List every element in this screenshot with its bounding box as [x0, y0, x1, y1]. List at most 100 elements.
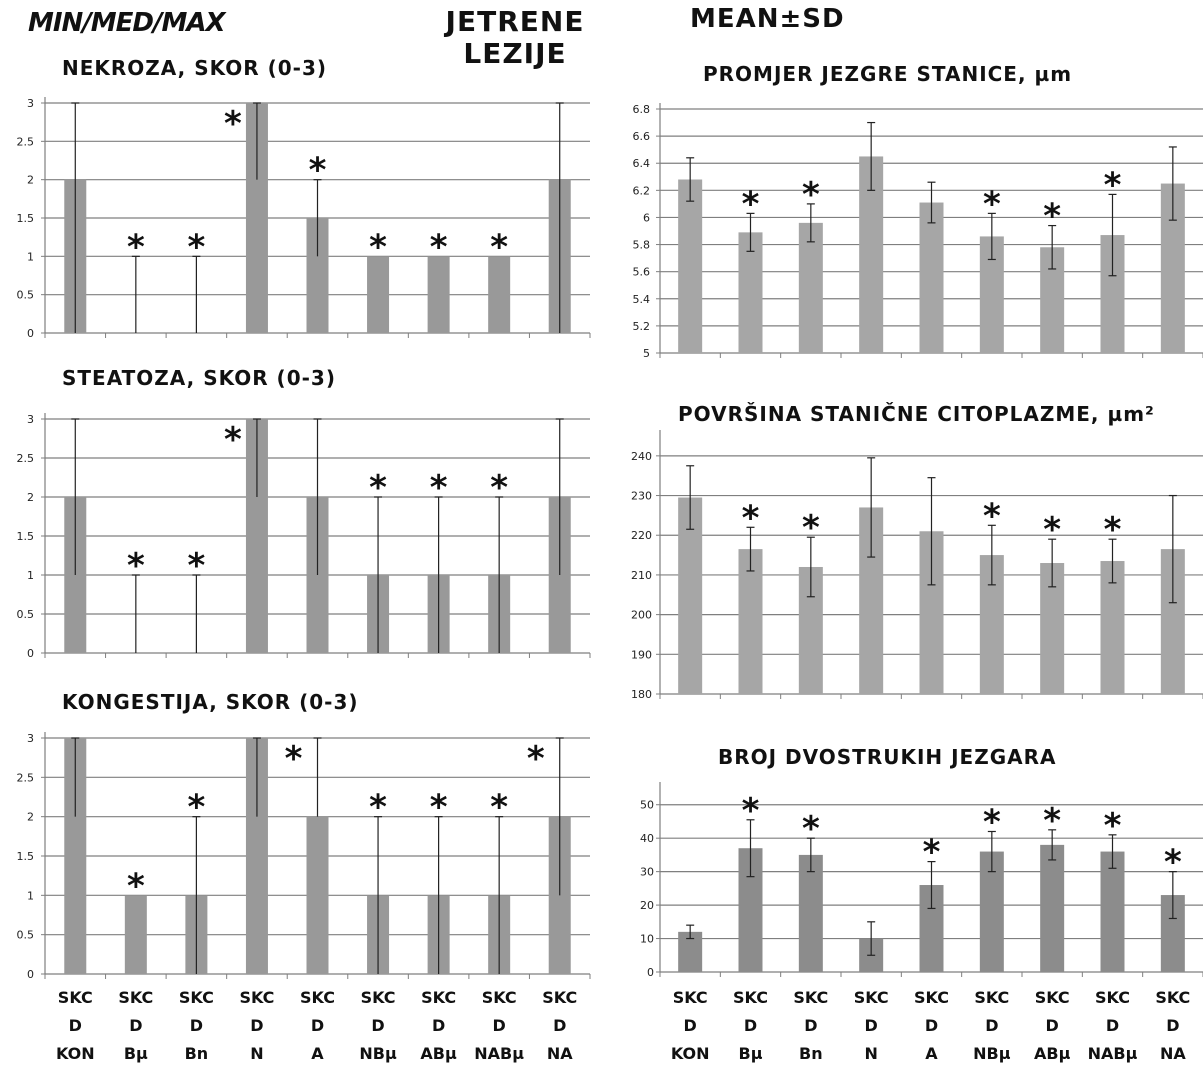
- y-tick-label: 1.5: [17, 850, 35, 863]
- y-tick-label: 5: [643, 347, 650, 360]
- significance-asterisk: *: [369, 788, 387, 828]
- x-category-label: D: [311, 1016, 324, 1035]
- significance-asterisk: *: [224, 104, 242, 144]
- significance-asterisk: *: [127, 866, 145, 906]
- y-tick-label: 30: [640, 866, 654, 879]
- x-category-label: D: [985, 1016, 998, 1035]
- y-tick-label: 2.5: [17, 771, 35, 784]
- x-category-label: SKC: [300, 988, 335, 1007]
- y-tick-label: 240: [631, 450, 652, 463]
- significance-asterisk: *: [1104, 510, 1122, 550]
- x-category-label: D: [1166, 1016, 1179, 1035]
- y-tick-label: 5.6: [633, 266, 651, 279]
- x-category-label: SKC: [421, 988, 456, 1007]
- y-tick-label: 3: [27, 97, 34, 110]
- x-category-label: N: [864, 1044, 877, 1063]
- y-tick-label: 210: [631, 569, 652, 582]
- x-category-label: N: [250, 1044, 263, 1063]
- x-category-label: SKC: [914, 988, 949, 1007]
- x-category-label: D: [493, 1016, 506, 1035]
- significance-asterisk: *: [742, 791, 760, 831]
- x-category-label: A: [311, 1044, 324, 1063]
- bar: [306, 218, 329, 333]
- significance-asterisk: *: [309, 151, 327, 191]
- bar: [245, 738, 268, 974]
- significance-asterisk: *: [430, 788, 448, 828]
- significance-asterisk: *: [802, 175, 820, 215]
- y-tick-label: 230: [631, 490, 652, 503]
- x-category-label: KON: [56, 1044, 95, 1063]
- x-category-label: Bn: [185, 1044, 209, 1063]
- y-tick-label: 1.5: [17, 212, 35, 225]
- significance-asterisk: *: [224, 420, 242, 460]
- y-tick-label: 180: [631, 688, 652, 701]
- y-tick-label: 5.4: [633, 293, 651, 306]
- y-tick-label: 6: [643, 211, 650, 224]
- x-category-label: SKC: [239, 988, 274, 1007]
- x-category-label: SKC: [1095, 988, 1130, 1007]
- y-tick-label: 0.5: [17, 929, 35, 942]
- y-tick-label: 2: [27, 811, 34, 824]
- y-tick-label: 2: [27, 174, 34, 187]
- y-tick-label: 10: [640, 933, 654, 946]
- y-tick-label: 3: [27, 732, 34, 745]
- significance-asterisk: *: [490, 468, 508, 508]
- header-jetrene-lezije: JETRENE LEZIJE: [435, 6, 595, 70]
- x-category-label: A: [925, 1044, 938, 1063]
- significance-asterisk: *: [490, 788, 508, 828]
- significance-asterisk: *: [983, 802, 1001, 842]
- x-category-label: D: [432, 1016, 445, 1035]
- chart-title-broj-dvostrukih-jezgara: BROJ DVOSTRUKIH JEZGARA: [718, 745, 1057, 769]
- x-category-label: D: [804, 1016, 817, 1035]
- x-category-label: NABµ: [474, 1044, 524, 1063]
- chart-title-promjer-jezgre: PROMJER JEZGRE STANICE, µm: [703, 62, 1073, 86]
- y-tick-label: 0.5: [17, 289, 35, 302]
- x-category-label: D: [129, 1016, 142, 1035]
- y-tick-label: 6.4: [633, 157, 651, 170]
- x-category-label: NBµ: [973, 1044, 1011, 1063]
- x-category-label: D: [371, 1016, 384, 1035]
- x-category-label: SKC: [793, 988, 828, 1007]
- significance-asterisk: *: [742, 498, 760, 538]
- significance-asterisk: *: [1104, 165, 1122, 205]
- y-tick-label: 2: [27, 491, 34, 504]
- bar: [678, 179, 703, 353]
- y-tick-label: 1: [27, 569, 34, 582]
- y-tick-label: 200: [631, 609, 652, 622]
- chart-title-kongestija: KONGESTIJA, SKOR (0-3): [62, 690, 359, 714]
- significance-asterisk: *: [430, 468, 448, 508]
- x-category-label: D: [250, 1016, 263, 1035]
- bar: [488, 256, 511, 333]
- x-category-label: ABµ: [1034, 1044, 1071, 1063]
- bar: [124, 895, 147, 974]
- bar: [367, 256, 390, 333]
- y-tick-label: 6.2: [633, 184, 651, 197]
- bar: [738, 549, 763, 694]
- x-category-label: SKC: [1155, 988, 1190, 1007]
- x-category-label: D: [553, 1016, 566, 1035]
- header-mean-sd: MEAN±SD: [690, 4, 845, 34]
- significance-asterisk: *: [1043, 197, 1061, 237]
- x-category-label: SKC: [673, 988, 708, 1007]
- significance-asterisk: *: [1043, 510, 1061, 550]
- y-tick-label: 0: [27, 968, 34, 981]
- significance-asterisk: *: [983, 496, 1001, 536]
- bar: [245, 419, 268, 653]
- x-category-label: SKC: [179, 988, 214, 1007]
- significance-asterisk: *: [127, 546, 145, 586]
- bar: [798, 222, 823, 353]
- bar: [64, 738, 87, 974]
- x-category-label: Bµ: [124, 1044, 148, 1063]
- chart-title-povrsina-citoplazme: POVRŠINA STANIČNE CITOPLAZME, µm²: [678, 402, 1155, 426]
- header-min-med-max: MIN/MED/MAX: [28, 8, 226, 38]
- significance-asterisk: *: [527, 739, 545, 779]
- y-tick-label: 2.5: [17, 452, 35, 465]
- significance-asterisk: *: [187, 546, 205, 586]
- bar: [678, 497, 703, 694]
- x-category-label: Bn: [799, 1044, 823, 1063]
- chart-title-steatoza: STEATOZA, SKOR (0-3): [62, 366, 336, 390]
- significance-asterisk: *: [742, 184, 760, 224]
- x-category-label: SKC: [118, 988, 153, 1007]
- x-category-label: KON: [671, 1044, 710, 1063]
- significance-asterisk: *: [187, 788, 205, 828]
